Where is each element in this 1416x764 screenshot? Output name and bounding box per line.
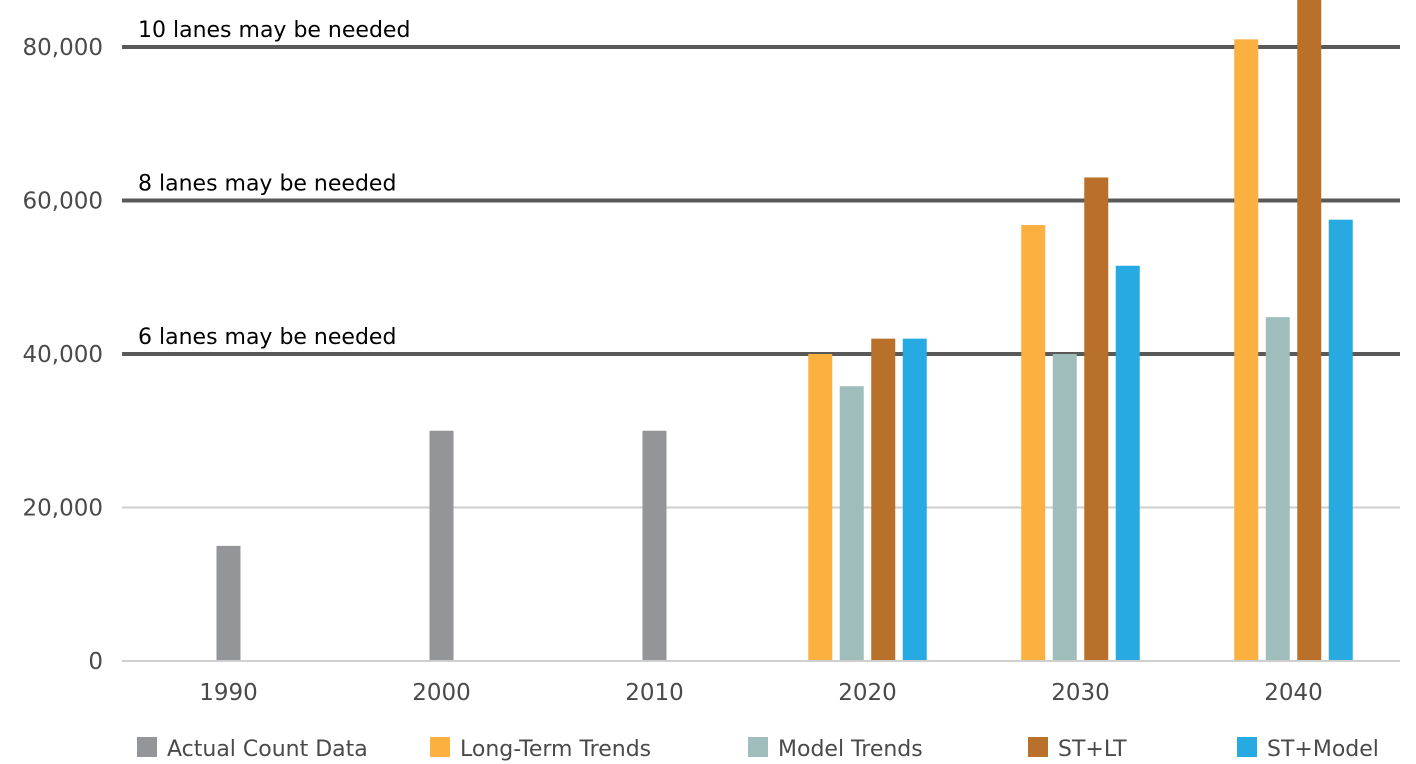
bar-model-trends-2040	[1265, 317, 1290, 661]
bars	[216, 0, 1353, 661]
bar-actual-count-data-1990	[216, 545, 241, 661]
x-axis: 1990 2000 2010 2020 2030 2040	[122, 660, 1400, 706]
threshold-label: 10 lanes may be needed	[138, 18, 410, 43]
bar-actual-count-data-2000	[429, 430, 454, 661]
y-tick-label: 20,000	[23, 496, 103, 522]
bar-st-model-2040	[1328, 219, 1353, 661]
threshold-label: 6 lanes may be needed	[138, 325, 396, 350]
bar-long-term-trends-2030	[1021, 225, 1046, 661]
bar-long-term-trends-2040	[1234, 39, 1259, 661]
bar-model-trends-2030	[1052, 354, 1077, 661]
bar-st-model-2030	[1115, 265, 1140, 661]
x-tick-label: 2040	[1264, 680, 1323, 706]
legend-label: ST+Model	[1267, 737, 1379, 762]
legend-label: Model Trends	[778, 737, 923, 762]
bar-st-lt-2020	[871, 338, 896, 661]
bar-actual-count-data-2010	[642, 430, 667, 661]
legend-swatch	[137, 737, 157, 757]
legend-label: ST+LT	[1058, 737, 1127, 762]
y-tick-label: 40,000	[23, 342, 103, 368]
legend-label: Long-Term Trends	[460, 737, 651, 762]
x-tick-label: 2030	[1051, 680, 1110, 706]
legend-swatch	[748, 737, 768, 757]
threshold-label: 8 lanes may be needed	[138, 172, 396, 197]
bar-st-lt-2030	[1084, 177, 1109, 661]
bar-st-lt-2040	[1297, 0, 1322, 661]
x-tick-label: 2000	[412, 680, 471, 706]
x-tick-label: 2020	[838, 680, 897, 706]
y-axis-ticks: 0 20,000 40,000 60,000 80,000	[23, 35, 103, 675]
legend-swatch	[430, 737, 450, 757]
threshold-lines: 6 lanes may be needed 8 lanes may be need…	[122, 18, 1400, 356]
bar-st-model-2020	[902, 338, 927, 661]
y-tick-label: 0	[88, 649, 103, 675]
x-tick-label: 2010	[625, 680, 684, 706]
bar-model-trends-2020	[839, 386, 864, 661]
legend-label: Actual Count Data	[167, 737, 368, 762]
x-tick-label: 1990	[199, 680, 258, 706]
bar-long-term-trends-2020	[808, 354, 833, 661]
legend-swatch	[1237, 737, 1257, 757]
y-tick-label: 60,000	[23, 189, 103, 215]
legend-swatch	[1028, 737, 1048, 757]
legend: Actual Count Data Long-Term Trends Model T…	[137, 737, 1379, 762]
y-tick-label: 80,000	[23, 35, 103, 61]
